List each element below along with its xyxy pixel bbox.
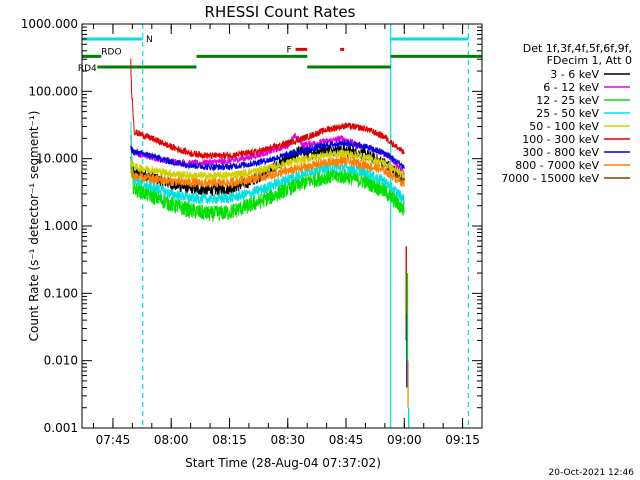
legend-header-line-1: Det 1f,3f,4f,5f,6f,9f, — [523, 42, 632, 55]
chart-title: RHESSI Count Rates — [205, 3, 356, 21]
series-line — [130, 139, 405, 172]
plot-frame — [81, 23, 483, 429]
legend-label: 100 - 300 keV — [522, 133, 599, 146]
y-axis-label: Count Rate (s⁻¹ detector⁻¹ segment⁻¹) — [27, 111, 41, 342]
series-line — [130, 158, 405, 222]
legend-header-line-2: FDecim 1, Att 0 — [547, 54, 632, 67]
legend-label: 25 - 50 keV — [536, 107, 599, 120]
legend-label: 7000 - 15000 keV — [501, 172, 599, 185]
legend-label: 6 - 12 keV — [543, 81, 599, 94]
legend-label: 300 - 800 keV — [522, 146, 599, 159]
y-tick-label: 1000.000 — [21, 17, 78, 31]
x-tick-label: 08:00 — [154, 433, 189, 447]
plot-content: N F RDO RD4 — [78, 24, 482, 428]
series-line — [130, 58, 405, 161]
x-tick-label: 08:15 — [212, 433, 247, 447]
series-line — [130, 121, 405, 205]
legend-label: 12 - 25 keV — [536, 94, 599, 107]
series-line — [130, 156, 405, 189]
footer-timestamp: 20-Oct-2021 12:46 — [548, 468, 634, 478]
x-axis-label: Start Time (28-Aug-04 07:37:02) — [185, 456, 381, 470]
flag-label-rd4: RD4 — [78, 64, 97, 74]
x-tick-label: 08:45 — [329, 433, 364, 447]
x-tick-label: 09:15 — [445, 433, 480, 447]
legend-label: 50 - 100 keV — [529, 120, 599, 133]
y-tick-label: 0.001 — [44, 421, 78, 435]
x-axis: 07:45 08:00 08:15 08:30 08:45 09:00 09:15 — [93, 24, 483, 447]
flag-label-n: N — [146, 35, 153, 45]
legend-label: 800 - 7000 keV — [515, 159, 599, 172]
y-tick-label: 0.100 — [44, 286, 78, 300]
y-tick-label: 10.000 — [36, 152, 78, 166]
legend-label: 3 - 6 keV — [550, 68, 599, 81]
y-tick-label: 0.010 — [44, 354, 78, 368]
x-tick-label: 09:00 — [387, 433, 422, 447]
series-line — [130, 149, 405, 182]
x-tick-label: 08:30 — [270, 433, 305, 447]
y-tick-label: 1.000 — [44, 219, 78, 233]
y-tick-label: 100.000 — [28, 84, 78, 98]
y-axis: 1000.000 100.000 10.000 1.000 0.100 0.010 0.00… — [21, 17, 482, 435]
x-tick-label: 07:45 — [96, 433, 131, 447]
flag-label-rdo: RDO — [101, 47, 121, 57]
flag-label-f: F — [286, 45, 291, 55]
